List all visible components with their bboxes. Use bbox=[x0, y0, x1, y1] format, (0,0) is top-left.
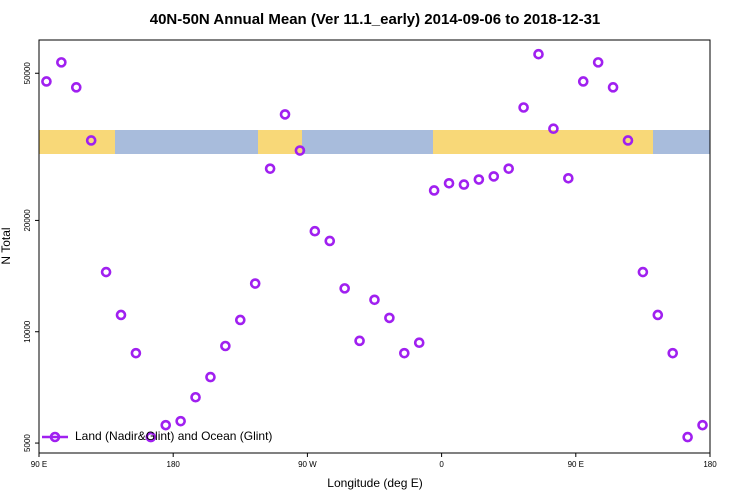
x-tick-label: 90 W bbox=[298, 460, 317, 469]
y-axis-label: N Total bbox=[0, 227, 13, 264]
data-point bbox=[264, 163, 276, 174]
data-point bbox=[697, 419, 708, 431]
data-point bbox=[413, 337, 425, 349]
data-point bbox=[100, 266, 112, 278]
plot-frame bbox=[38, 39, 711, 454]
data-point bbox=[503, 163, 515, 174]
map-land bbox=[258, 130, 302, 154]
data-point bbox=[607, 82, 619, 93]
chart-title: 40N-50N Annual Mean (Ver 11.1_early) 201… bbox=[150, 11, 601, 28]
map-land bbox=[39, 130, 115, 154]
data-point bbox=[279, 109, 291, 120]
y-tick-label: 50000 bbox=[23, 62, 32, 85]
data-point bbox=[563, 172, 574, 184]
data-point bbox=[533, 48, 544, 60]
x-tick-label: 90 E bbox=[31, 460, 47, 469]
data-point bbox=[235, 314, 246, 326]
data-point bbox=[488, 171, 500, 182]
data-point bbox=[592, 57, 604, 68]
x-tick-label: 180 bbox=[167, 460, 181, 469]
data-point bbox=[548, 123, 559, 135]
data-point bbox=[354, 335, 365, 347]
data-point bbox=[309, 225, 321, 237]
data-point bbox=[70, 82, 82, 93]
data-point bbox=[56, 57, 67, 68]
data-point bbox=[443, 177, 455, 189]
data-point bbox=[324, 235, 336, 247]
data-point bbox=[220, 340, 231, 352]
data-point bbox=[637, 266, 649, 278]
data-point bbox=[85, 135, 97, 146]
data-point bbox=[205, 371, 216, 383]
y-tick-label: 10000 bbox=[23, 320, 32, 343]
data-point bbox=[190, 391, 201, 403]
y-tick-label: 20000 bbox=[23, 209, 32, 232]
x-tick-label: 0 bbox=[439, 460, 444, 469]
data-point bbox=[622, 135, 634, 146]
data-point bbox=[652, 309, 664, 321]
x-tick-label: 180 bbox=[703, 460, 717, 469]
data-point bbox=[145, 431, 157, 443]
x-axis-label: Longitude (deg E) bbox=[327, 476, 422, 490]
data-point bbox=[682, 431, 693, 443]
x-tick-label: 90 E bbox=[568, 460, 584, 469]
data-point bbox=[249, 278, 261, 289]
data-point bbox=[384, 312, 395, 324]
data-point bbox=[41, 76, 52, 87]
data-point bbox=[458, 179, 470, 190]
data-point bbox=[428, 185, 440, 196]
data-point bbox=[667, 347, 679, 359]
data-point bbox=[130, 347, 142, 359]
legend-label: Land (Nadir&Glint) and Ocean (Glint) bbox=[75, 429, 272, 443]
data-point bbox=[339, 283, 350, 294]
data-point bbox=[160, 419, 172, 431]
y-tick-label: 5000 bbox=[23, 434, 32, 452]
data-point bbox=[175, 415, 186, 427]
data-point bbox=[518, 102, 529, 113]
data-point bbox=[369, 294, 380, 306]
data-point bbox=[473, 174, 485, 185]
data-point bbox=[399, 347, 410, 359]
data-point bbox=[577, 76, 589, 87]
map-land bbox=[433, 130, 653, 154]
data-point bbox=[115, 309, 127, 321]
legend-marker bbox=[49, 431, 61, 443]
data-point bbox=[294, 145, 306, 156]
